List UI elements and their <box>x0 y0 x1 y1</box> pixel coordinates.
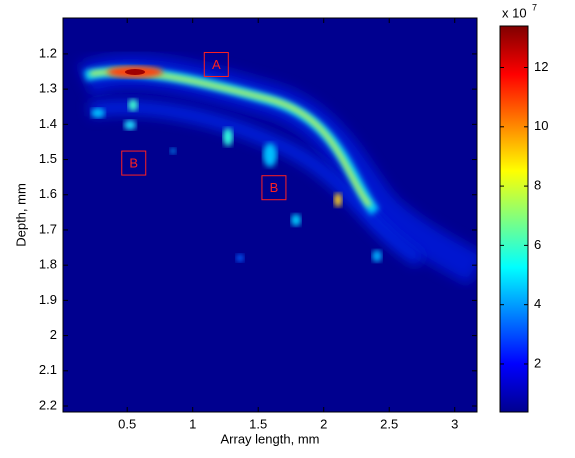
y-tick-label: 1.5 <box>39 151 57 166</box>
y-tick-label: 1.3 <box>39 81 57 96</box>
colorbar-tick-label: 8 <box>534 178 541 193</box>
x-tick-label: 0.5 <box>118 416 136 431</box>
colorbar-tick-label: 4 <box>534 296 541 311</box>
y-tick-label: 1.7 <box>39 221 57 236</box>
axes-layer: 0.5 1 1.5 2 2.5 3 1.2 1.3 1.4 1.5 1.6 1.7 1.8 1.9 2 2.1… <box>39 18 548 431</box>
annotation: A <box>203 51 229 77</box>
annotation-label: B <box>270 180 279 195</box>
annotation-box <box>203 51 229 77</box>
annotation-box <box>261 175 287 201</box>
colorbar-tick-label: 6 <box>534 237 541 252</box>
y-axis-label: Depth, mm <box>13 183 28 247</box>
x-axis-label: Array length, mm <box>221 431 320 446</box>
y-tick-label: 2.1 <box>39 362 57 377</box>
annotation: B <box>121 150 147 176</box>
x-tick-label: 1.5 <box>249 416 267 431</box>
x-tick-label: 1 <box>189 416 196 431</box>
y-tick-label: 1.6 <box>39 186 57 201</box>
plot-frame <box>62 17 478 413</box>
y-tick-label: 1.9 <box>39 292 57 307</box>
colorbar-multiplier: x 10 <box>502 5 527 20</box>
colorbar-tick-label: 10 <box>534 118 548 133</box>
annotation-box <box>121 150 147 176</box>
annotation-label: B <box>129 156 138 171</box>
annotation-label: A <box>212 57 221 72</box>
colorbar-tick-label: 2 <box>534 355 541 370</box>
x-tick-label: 2 <box>320 416 327 431</box>
colorbar-exponent: 7 <box>532 2 537 12</box>
annotation: B <box>261 175 287 201</box>
y-tick-label: 1.8 <box>39 257 57 272</box>
y-tick-label: 1.4 <box>39 116 57 131</box>
x-tick-label: 3 <box>451 416 458 431</box>
colorbar <box>499 25 529 413</box>
y-tick-label: 2.2 <box>39 397 57 412</box>
heatmap-image <box>63 18 477 412</box>
y-tick-label: 1.2 <box>39 45 57 60</box>
colorbar-tick-label: 12 <box>534 59 548 74</box>
x-tick-label: 2.5 <box>380 416 398 431</box>
y-tick-label: 2 <box>50 327 57 342</box>
